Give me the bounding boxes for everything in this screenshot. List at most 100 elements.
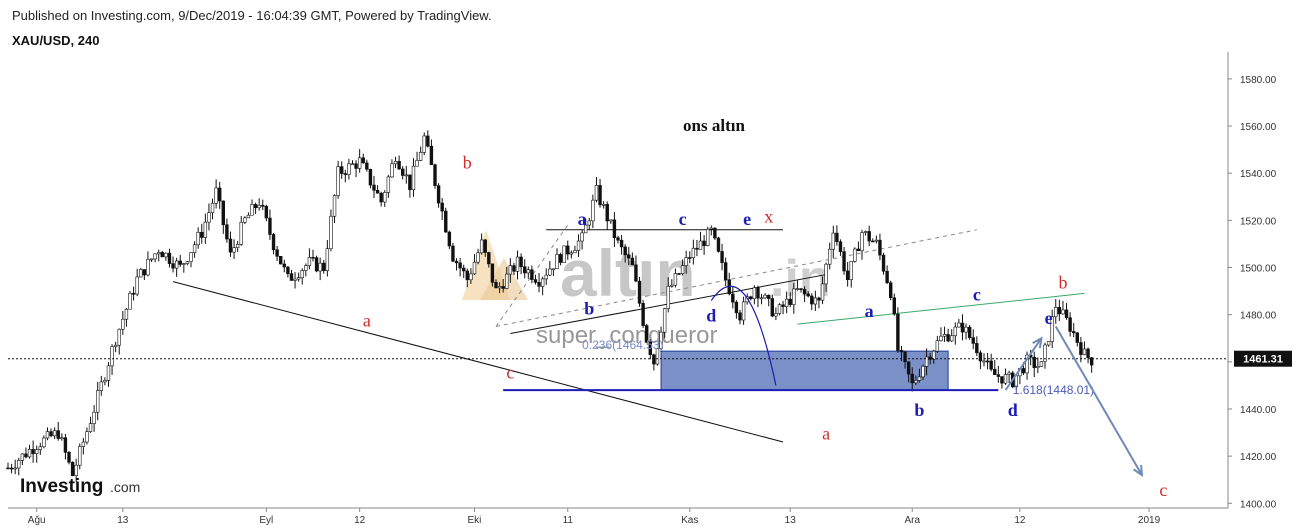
candle-body xyxy=(874,239,879,242)
candle-body xyxy=(325,248,330,271)
candle-body xyxy=(713,227,717,239)
fib-236-label: 0.236(1464.53) xyxy=(582,338,663,352)
candle-body xyxy=(508,265,513,275)
candle-body xyxy=(1057,307,1062,315)
candle-body xyxy=(1054,307,1058,318)
candle-body xyxy=(239,221,243,245)
candle-body xyxy=(78,446,82,466)
candles xyxy=(6,130,1094,482)
x-tick-label: 12 xyxy=(354,515,366,526)
candle-body xyxy=(1039,361,1044,367)
candle-body xyxy=(103,380,107,383)
candle-body xyxy=(24,453,28,458)
candle-body xyxy=(1064,309,1069,319)
candle-body xyxy=(225,224,229,240)
candle-body xyxy=(738,312,742,321)
candle-body xyxy=(634,264,638,282)
candle-body xyxy=(523,266,527,274)
candle-body xyxy=(1000,376,1004,384)
candle-body xyxy=(124,308,129,320)
candle-body xyxy=(573,250,577,254)
x-tick-label: Eyl xyxy=(259,515,273,526)
candle-body xyxy=(314,257,319,272)
candle-body xyxy=(917,376,922,381)
candle-body xyxy=(695,247,699,250)
candle-body xyxy=(81,441,86,447)
analysis-overlay: 0.236(1464.53) 1.618(1448.01) xyxy=(8,285,1228,477)
symbol-label: XAU/USD, 240 xyxy=(12,33,100,48)
y-tick-label: 1480.00 xyxy=(1240,311,1277,322)
candle-body xyxy=(214,187,218,204)
wave-label: c xyxy=(679,209,687,229)
candle-body xyxy=(950,335,954,342)
candle-body xyxy=(558,254,563,263)
candle-body xyxy=(691,247,696,259)
candle-body xyxy=(928,356,932,360)
candle-body xyxy=(436,185,441,204)
candle-body xyxy=(619,239,624,248)
x-tick-label: Kas xyxy=(681,515,698,526)
candle-body xyxy=(702,240,706,247)
candle-body xyxy=(411,165,416,190)
candle-body xyxy=(357,157,362,169)
candle-body xyxy=(842,251,846,272)
candle-body xyxy=(706,228,710,247)
candle-body xyxy=(885,270,889,284)
candle-body xyxy=(512,265,516,272)
candle-body xyxy=(548,268,552,276)
candle-body xyxy=(494,282,498,289)
candle-body xyxy=(203,221,208,238)
candle-body xyxy=(293,278,297,281)
price-tag-box xyxy=(1234,350,1292,367)
candle-body xyxy=(246,214,251,219)
candle-body xyxy=(271,234,276,251)
candle-body xyxy=(835,232,839,243)
candle-body xyxy=(185,261,190,264)
wave-label: e xyxy=(1045,308,1053,328)
candle-body xyxy=(386,176,391,193)
candle-body xyxy=(899,350,904,353)
candle-body xyxy=(914,380,918,384)
candle-body xyxy=(113,344,118,347)
candle-body xyxy=(659,331,663,349)
y-tick-label: 1500.00 xyxy=(1240,263,1277,274)
candle-body xyxy=(1032,356,1036,368)
candle-body xyxy=(451,245,455,262)
candle-body xyxy=(824,263,828,285)
price-tag-text: 1461.31 xyxy=(1243,354,1283,366)
candle-body xyxy=(1003,374,1008,384)
wave-label: b xyxy=(1058,273,1067,293)
y-axis: 1400.001420.001440.001460.001480.001500.… xyxy=(1228,75,1277,510)
candle-body xyxy=(594,185,599,201)
candle-body xyxy=(501,286,505,289)
candle-body xyxy=(361,157,365,164)
candle-body xyxy=(978,352,983,362)
y-tick-label: 1420.00 xyxy=(1240,452,1277,463)
investing-logo-text: Investing xyxy=(20,476,103,497)
candle-body xyxy=(45,431,50,439)
x-tick-label: Ara xyxy=(904,515,920,526)
candle-body xyxy=(982,360,986,363)
candle-body xyxy=(458,262,462,269)
candle-body xyxy=(939,335,943,342)
candle-body xyxy=(74,464,78,476)
candle-body xyxy=(440,202,444,212)
candle-body xyxy=(42,437,46,448)
candle-body xyxy=(967,326,972,338)
candle-body xyxy=(264,206,269,219)
candle-body xyxy=(906,361,911,375)
candle-body xyxy=(289,273,294,281)
candle-body xyxy=(261,204,265,207)
candle-body xyxy=(343,173,347,175)
candle-body xyxy=(70,461,75,476)
candle-body xyxy=(282,263,286,268)
candle-body xyxy=(300,270,304,278)
candle-body xyxy=(515,256,520,272)
investing-logo-suffix: .com xyxy=(110,479,140,495)
candle-body xyxy=(849,261,853,281)
candle-body xyxy=(544,274,548,280)
candle-body xyxy=(1007,372,1011,375)
wave-label: b xyxy=(584,299,594,319)
candle-body xyxy=(372,184,376,191)
